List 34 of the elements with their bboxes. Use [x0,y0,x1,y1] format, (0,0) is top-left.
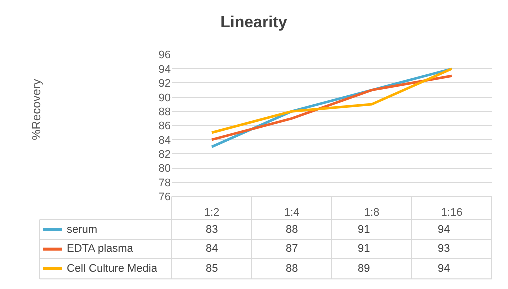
chart-title: Linearity [220,14,288,32]
data-label: 84 [206,243,218,255]
y-tick-label: 84 [158,134,171,147]
data-label: 88 [286,224,298,236]
y-tick-label: 94 [158,64,171,76]
x-tick-label: 1:2 [204,206,220,219]
x-tick-label: 1:16 [441,206,463,219]
legend-label: Cell Culture Media [67,263,158,275]
legend-label: serum [67,224,98,236]
line-series [210,68,454,134]
text: %Recovery [30,79,44,140]
data-label: 91 [358,243,370,255]
data-label: 91 [358,224,370,236]
y-tick-label: 86 [158,120,171,133]
line-series [210,74,454,142]
y-tick-label: 80 [158,163,171,176]
y-tick-label: 88 [158,106,171,118]
data-label: 93 [438,243,450,255]
legend-label: EDTA plasma [67,243,134,255]
y-tick-label: 90 [158,92,171,104]
y-tick-label: 82 [158,148,171,161]
data-label: 89 [358,263,370,275]
y-tick-label: 78 [158,177,171,190]
x-tick-label: 1:4 [284,206,300,219]
data-label: 85 [206,263,218,275]
data-label: 94 [438,224,450,236]
data-label: 88 [286,263,298,275]
x-tick-label: 1:8 [364,206,380,219]
data-label: 94 [438,263,450,275]
y-tick-label: 92 [158,78,171,90]
data-label: 83 [206,224,218,236]
data-label: 87 [286,243,298,255]
y-tick-label: 96 [158,50,171,62]
y-tick-label: 76 [158,192,171,204]
